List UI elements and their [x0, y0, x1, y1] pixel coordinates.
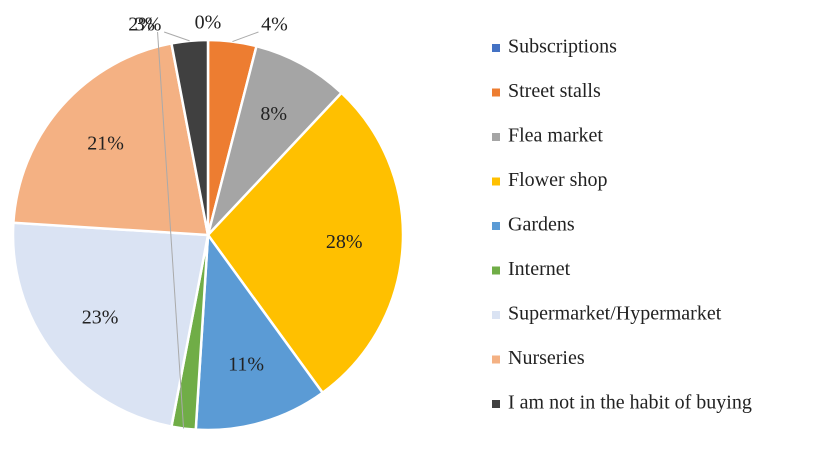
data-label: 11%: [228, 354, 264, 376]
pie-slice: [11, 221, 210, 429]
legend-swatch: [492, 266, 500, 275]
pie-slice: [206, 44, 344, 236]
legend-swatch: [492, 88, 500, 97]
pie-slice: [194, 231, 325, 432]
legend-swatch: [492, 177, 500, 186]
legend-label: Subscriptions: [508, 36, 617, 58]
data-label: 23%: [82, 306, 119, 328]
leader-line: [163, 31, 190, 42]
legend-label: I am not in the habit of buying: [508, 392, 752, 414]
legend-swatch: [492, 44, 500, 52]
legend-swatch: [492, 400, 500, 408]
data-label: 3%: [135, 14, 162, 36]
legend-swatch: [492, 222, 500, 230]
legend-label: Supermarket/Hypermarket: [508, 303, 722, 325]
legend-label: Gardens: [508, 214, 575, 236]
legend-swatch: [492, 311, 500, 319]
legend-label: Flower shop: [508, 169, 607, 191]
legend-label: Nurseries: [508, 347, 585, 369]
data-label: 0%: [195, 12, 222, 34]
legend-label: Internet: [508, 258, 571, 280]
leader-line: [232, 31, 259, 43]
pie-slice: [12, 41, 210, 237]
leader-line: [157, 31, 185, 429]
data-label: 28%: [326, 231, 363, 253]
data-label: 4%: [261, 14, 288, 36]
data-label: 2%: [128, 14, 155, 36]
legend-label: Flea market: [508, 125, 603, 147]
data-label: 21%: [87, 132, 124, 154]
data-label: 8%: [260, 103, 287, 125]
legend-swatch: [492, 355, 500, 364]
pie-slice: [206, 91, 405, 395]
legend-swatch: [492, 133, 500, 141]
legend-label: Street stalls: [508, 80, 601, 102]
pie-slice: [169, 38, 210, 236]
